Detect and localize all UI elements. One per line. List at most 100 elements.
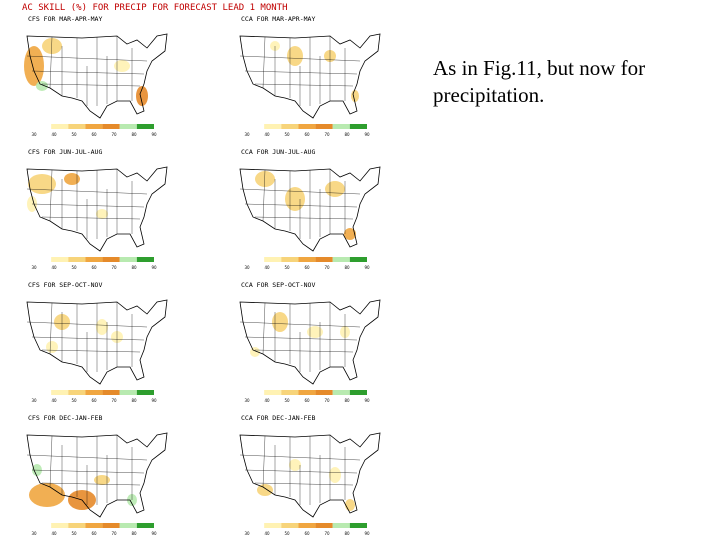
figure-title: AC SKILL (%) FOR PRECIP FOR FORECAST LEA… bbox=[22, 3, 288, 13]
colorbar-label: 40 bbox=[51, 398, 57, 403]
colorbar-swatch bbox=[281, 124, 299, 129]
map-panel: CCA FOR MAR-APR-MAY 30 40 50 60 70 80 90 bbox=[239, 15, 381, 137]
skill-area bbox=[136, 86, 148, 106]
colorbar-swatch bbox=[349, 523, 367, 528]
colorbar-swatch bbox=[281, 257, 299, 262]
skill-area bbox=[255, 171, 275, 187]
colorbar-swatch bbox=[281, 523, 299, 528]
colorbar-label: 50 bbox=[284, 132, 290, 137]
skill-area bbox=[42, 38, 62, 54]
colorbar-label: 80 bbox=[131, 398, 137, 403]
panel-title: CCA FOR MAR-APR-MAY bbox=[241, 15, 315, 23]
skill-area bbox=[325, 181, 345, 197]
skill-area bbox=[285, 187, 305, 211]
colorbar-label: 40 bbox=[264, 398, 270, 403]
colorbar-label: 30 bbox=[31, 398, 37, 403]
map-panel: CFS FOR MAR-APR-MAY 30 40 50 60 70 80 90 bbox=[24, 15, 168, 137]
colorbar-label: 70 bbox=[324, 531, 330, 536]
colorbar-label: 70 bbox=[324, 265, 330, 270]
panel-title: CCA FOR DEC-JAN-FEB bbox=[241, 414, 315, 422]
colorbar-swatch bbox=[34, 523, 52, 528]
colorbar-swatch bbox=[102, 523, 120, 528]
colorbar-label: 60 bbox=[91, 398, 97, 403]
colorbar-label: 90 bbox=[151, 398, 157, 403]
map-panel: CCA FOR SEP-OCT-NOV 30 40 50 60 70 80 90 bbox=[239, 281, 381, 403]
colorbar-swatch bbox=[51, 523, 69, 528]
colorbar-label: 30 bbox=[31, 132, 37, 137]
colorbar-swatch bbox=[85, 257, 103, 262]
colorbar-label: 60 bbox=[91, 531, 97, 536]
colorbar-swatch bbox=[332, 523, 350, 528]
colorbar-swatch bbox=[298, 257, 316, 262]
colorbar-swatch bbox=[85, 124, 103, 129]
colorbar-swatch bbox=[315, 124, 333, 129]
colorbar-label: 50 bbox=[284, 531, 290, 536]
map-panel: CFS FOR SEP-OCT-NOV 30 40 50 60 70 80 90 bbox=[26, 281, 168, 403]
colorbar-label: 60 bbox=[304, 398, 310, 403]
skill-area bbox=[329, 467, 341, 483]
colorbar-swatch bbox=[136, 257, 154, 262]
colorbar-swatch bbox=[119, 390, 137, 395]
us-map bbox=[239, 33, 381, 119]
colorbar-swatch bbox=[34, 257, 52, 262]
colorbar-label: 50 bbox=[284, 265, 290, 270]
colorbar-label: 80 bbox=[344, 132, 350, 137]
colorbar-label: 60 bbox=[91, 132, 97, 137]
colorbar-label: 90 bbox=[151, 531, 157, 536]
colorbar-label: 30 bbox=[244, 398, 250, 403]
colorbar-swatch bbox=[102, 257, 120, 262]
map-panel: CFS FOR JUN-JUL-AUG 30 40 50 60 70 80 90 bbox=[26, 148, 168, 270]
colorbar-label: 60 bbox=[91, 265, 97, 270]
panel-title: CFS FOR MAR-APR-MAY bbox=[28, 15, 102, 23]
panel-title: CFS FOR JUN-JUL-AUG bbox=[28, 148, 102, 156]
skill-area bbox=[46, 341, 58, 353]
colorbar-swatch bbox=[85, 523, 103, 528]
caption: As in Fig.11, but now for precipitation. bbox=[433, 56, 646, 107]
colorbar-label: 30 bbox=[244, 531, 250, 536]
skill-area bbox=[29, 483, 65, 507]
skill-area bbox=[94, 475, 110, 485]
skill-area bbox=[24, 46, 44, 86]
skill-area bbox=[257, 484, 273, 496]
panel-title: CFS FOR SEP-OCT-NOV bbox=[28, 281, 102, 289]
colorbar-swatch bbox=[298, 523, 316, 528]
colorbar-swatch bbox=[34, 124, 52, 129]
colorbar-swatch bbox=[51, 124, 69, 129]
colorbar-swatch bbox=[136, 390, 154, 395]
colorbar-label: 80 bbox=[131, 265, 137, 270]
colorbar-label: 90 bbox=[364, 398, 370, 403]
colorbar-swatch bbox=[68, 390, 86, 395]
colorbar-swatch bbox=[264, 523, 282, 528]
colorbar-label: 70 bbox=[111, 531, 117, 536]
skill-area bbox=[114, 60, 130, 72]
colorbar-label: 50 bbox=[71, 398, 77, 403]
colorbar-label: 40 bbox=[264, 132, 270, 137]
colorbar-label: 90 bbox=[364, 265, 370, 270]
colorbar-swatch bbox=[119, 257, 137, 262]
map-panel: CCA FOR JUN-JUL-AUG 30 40 50 60 70 80 90 bbox=[239, 148, 381, 270]
colorbar-label: 70 bbox=[324, 132, 330, 137]
colorbar-label: 30 bbox=[244, 265, 250, 270]
skill-area bbox=[345, 499, 355, 511]
colorbar-swatch bbox=[264, 124, 282, 129]
colorbar-swatch bbox=[85, 390, 103, 395]
colorbar-label: 40 bbox=[51, 132, 57, 137]
colorbar-swatch bbox=[332, 390, 350, 395]
map-panel: CFS FOR DEC-JAN-FEB 30 40 50 60 70 80 90 bbox=[26, 414, 168, 536]
colorbar-label: 80 bbox=[344, 531, 350, 536]
colorbar-swatch bbox=[247, 257, 265, 262]
colorbar-label: 70 bbox=[111, 398, 117, 403]
panel-title: CCA FOR SEP-OCT-NOV bbox=[241, 281, 315, 289]
colorbar-swatch bbox=[298, 124, 316, 129]
us-map bbox=[239, 432, 381, 518]
colorbar-label: 50 bbox=[71, 265, 77, 270]
colorbar-label: 80 bbox=[344, 398, 350, 403]
colorbar-label: 50 bbox=[71, 132, 77, 137]
colorbar-label: 80 bbox=[131, 132, 137, 137]
colorbar-label: 30 bbox=[31, 265, 37, 270]
colorbar-label: 90 bbox=[151, 132, 157, 137]
colorbar-swatch bbox=[315, 390, 333, 395]
colorbar-swatch bbox=[102, 124, 120, 129]
colorbar-swatch bbox=[247, 523, 265, 528]
